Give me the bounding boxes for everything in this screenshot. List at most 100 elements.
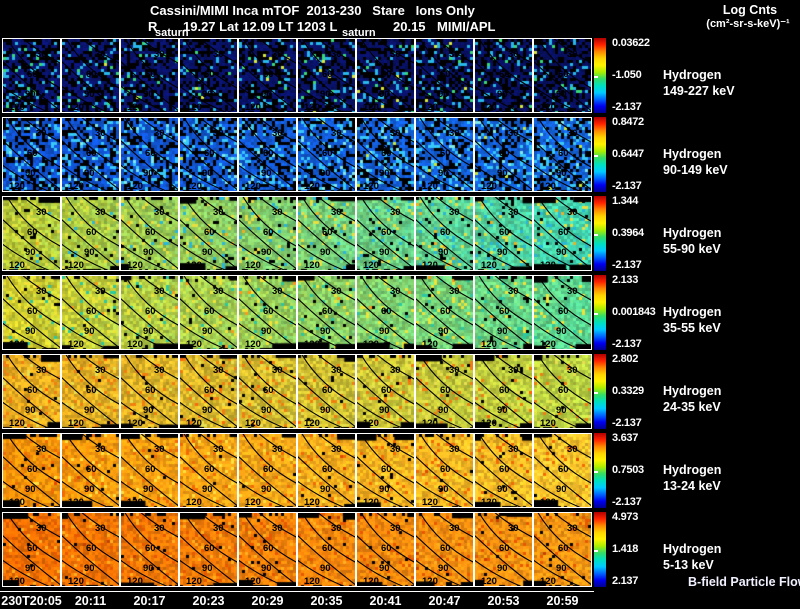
colorbar-mid-label: 0.7503 (612, 464, 644, 476)
image-panel: 30 60 90 120 (474, 354, 533, 429)
contour-label: 120 (9, 497, 25, 507)
image-panel: 30 60 90 120 (61, 38, 120, 113)
contour-label: 90 (143, 168, 154, 179)
image-panel: 30 60 90 120 (120, 196, 179, 271)
contour-label: 120 (481, 339, 497, 349)
panel-heatmap (180, 276, 237, 349)
contour-label: 120 (245, 339, 261, 349)
contour-label: 90 (143, 247, 154, 258)
contour-label: 30 (213, 365, 224, 376)
panel-heatmap (239, 513, 296, 586)
panel-heatmap (534, 513, 591, 586)
image-panel: 30 60 90 120 (474, 38, 533, 113)
contour-label: 120 (186, 181, 202, 191)
panel-heatmap (416, 39, 473, 112)
contour-label: 120 (127, 102, 143, 112)
row-energy-label: 24-35 keV (663, 400, 721, 414)
contour-label: 30 (567, 365, 578, 376)
contour-label: 60 (381, 306, 392, 317)
contour-label: 90 (84, 484, 95, 495)
image-panel: 30 60 90 120 (238, 117, 297, 192)
image-panel: 30 60 90 120 (356, 117, 415, 192)
contour-label: 90 (202, 405, 213, 416)
contour-label: 60 (322, 306, 333, 317)
panel-heatmap (121, 355, 178, 428)
panel-heatmap (180, 355, 237, 428)
contour-label: 60 (499, 306, 510, 317)
contour-label: 120 (127, 181, 143, 191)
contour-label: 120 (68, 418, 84, 428)
contour-label: 120 (363, 260, 379, 270)
time-tick-label: 20:53 (487, 594, 520, 608)
panel-heatmap (416, 197, 473, 270)
contour-label: 90 (497, 405, 508, 416)
contour-label: 120 (422, 339, 438, 349)
panel-heatmap (475, 118, 532, 191)
contour-label: 90 (556, 89, 567, 100)
contour-label: 60 (322, 543, 333, 554)
contour-label: 60 (27, 69, 38, 80)
panel-heatmap (62, 118, 119, 191)
contour-label: 120 (68, 102, 84, 112)
panel-heatmap (121, 118, 178, 191)
colorbar-mid-label: 0.3329 (612, 385, 644, 397)
contour-label: 30 (508, 286, 519, 297)
contour-label: 60 (322, 148, 333, 159)
energy-row: 30 60 90 120 30 60 90 120 30 60 90 120 30 60 90 120 30 60… (2, 196, 592, 271)
contour-label: 30 (331, 49, 342, 60)
contour-label: 30 (36, 128, 47, 139)
contour-label: 90 (379, 563, 390, 574)
colorbar (594, 512, 606, 587)
panel-heatmap (475, 276, 532, 349)
image-panel: 30 60 90 120 (356, 38, 415, 113)
plot-title: Cassini/MIMI Inca mTOF 2013-230 Stare Io… (150, 3, 475, 18)
row-species-label: Hydrogen (663, 542, 722, 556)
contour-label: 60 (86, 385, 97, 396)
panel-heatmap (62, 276, 119, 349)
contour-label: 120 (186, 418, 202, 428)
panel-heatmap (121, 434, 178, 507)
contour-label: 60 (86, 464, 97, 475)
colorbar-mid-label: 0.3964 (612, 227, 644, 239)
contour-label: 30 (449, 444, 460, 455)
contour-label: 120 (245, 260, 261, 270)
panel-heatmap (475, 513, 532, 586)
contour-label: 30 (508, 444, 519, 455)
contour-label: 120 (186, 260, 202, 270)
contour-label: 30 (272, 128, 283, 139)
contour-label: 120 (304, 497, 320, 507)
contour-label: 30 (567, 207, 578, 218)
colorbar-mid-label: 1.418 (612, 543, 639, 555)
panel-heatmap (416, 513, 473, 586)
contour-label: 90 (438, 484, 449, 495)
panel-heatmap (3, 197, 60, 270)
contour-label: 30 (567, 444, 578, 455)
contour-label: 90 (25, 168, 36, 179)
contour-label: 30 (390, 523, 401, 534)
image-panel: 30 60 90 120 (2, 196, 61, 271)
contour-label: 60 (86, 69, 97, 80)
panel-heatmap (239, 355, 296, 428)
contour-label: 60 (263, 464, 274, 475)
panel-heatmap (3, 434, 60, 507)
panel-heatmap (357, 39, 414, 112)
contour-label: 60 (204, 543, 215, 554)
contour-label: 30 (567, 128, 578, 139)
contour-label: 30 (154, 207, 165, 218)
contour-label: 30 (213, 523, 224, 534)
image-panel: 30 60 90 120 (238, 512, 297, 587)
image-panel: 30 60 90 120 (474, 117, 533, 192)
image-panel: 30 60 90 120 (356, 354, 415, 429)
panel-heatmap (121, 39, 178, 112)
